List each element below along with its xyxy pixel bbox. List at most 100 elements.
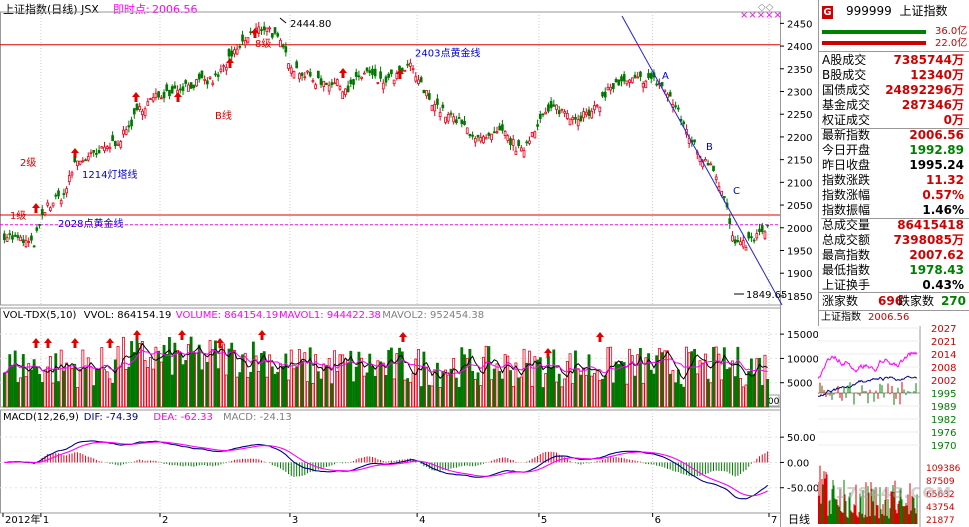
volume-bar: [168, 337, 171, 408]
candle-body: [373, 68, 377, 77]
volume-bar: [222, 343, 226, 408]
volume-bar: [16, 381, 20, 408]
volume-bar: [714, 346, 718, 408]
candle-body: [747, 232, 751, 239]
volume-bar: [159, 361, 163, 408]
candle-body: [16, 235, 20, 238]
volume-bar: [687, 352, 691, 408]
volume-bar: [703, 353, 707, 408]
candle-body: [178, 88, 182, 91]
candle-body: [67, 175, 71, 183]
volume-bar: [138, 343, 142, 408]
volume-bar: [595, 370, 599, 408]
volume-bar: [384, 374, 388, 408]
volume-bar: [295, 366, 299, 408]
volume-bar: [655, 355, 659, 408]
volume-signal-arrows: [32, 330, 604, 358]
volume-bar: [758, 357, 761, 408]
candle-body: [614, 79, 618, 83]
candle-body: [70, 172, 74, 176]
candle-body: [422, 89, 426, 94]
candle-body: [5, 237, 9, 242]
mini-price-label: 1989: [931, 402, 956, 413]
volume-bar: [333, 350, 337, 408]
candle-body: [103, 146, 106, 152]
price-axis-label: 2300: [787, 87, 812, 98]
candle-body: [668, 92, 672, 97]
volume-legend-item: MAVOL1: 944422.38: [279, 310, 381, 321]
volume-bar: [341, 354, 345, 408]
volume-bar: [517, 377, 521, 408]
volume-bar: [325, 364, 328, 408]
candle-body: [38, 223, 41, 226]
volume-bar: [330, 383, 334, 408]
chart-control-icons[interactable]: ◇◇: [758, 2, 774, 13]
volume-bar: [647, 353, 650, 408]
volume-bar: [352, 381, 355, 408]
candle-body: [173, 85, 177, 89]
volume-bar: [265, 376, 269, 408]
volume-bar: [476, 372, 480, 408]
volume-bar: [435, 362, 439, 408]
quote-value: 11.32: [926, 173, 964, 187]
candle-body: [593, 105, 596, 111]
volume-arrow-icon: [44, 338, 52, 348]
macd-axis-label: 0.00: [787, 458, 809, 469]
intraday-mini-chart[interactable]: 2027 2021 2014 2008 2002 1995 1989 1982 1976 1970…: [818, 312, 969, 527]
volume-bar: [676, 369, 680, 408]
volume-bar: [24, 376, 28, 408]
candle-body: [557, 110, 561, 115]
candle-body: [509, 138, 512, 146]
candle-body: [582, 111, 585, 119]
candle-body: [528, 140, 531, 144]
quote-label: 上证换手: [822, 278, 871, 292]
mini-volume-label: 65632: [926, 490, 955, 500]
volume-bar: [685, 346, 688, 408]
mini-chart-title: 上证指数: [821, 312, 861, 323]
candle-body: [197, 73, 201, 80]
volume-bar: [162, 344, 166, 408]
candle-body: [314, 84, 317, 89]
candle-body: [84, 159, 87, 162]
quote-label: 昨日收盘: [822, 158, 871, 172]
quote-label: A股成交: [822, 53, 867, 67]
volume-bar: [633, 375, 637, 408]
sell-bar: [822, 41, 926, 45]
candle-body: [463, 120, 466, 125]
code-badge[interactable]: G: [822, 6, 833, 19]
candle-body: [744, 247, 748, 251]
candle-body: [300, 72, 304, 76]
quote-label: 总成交额: [822, 233, 871, 247]
volume-bar: [606, 347, 610, 408]
chart-annotation: 2444.80: [290, 19, 331, 30]
candle-body: [344, 88, 347, 95]
quote-label: 最新指数: [822, 128, 871, 142]
volume-bar: [81, 349, 85, 408]
volume-bar: [592, 372, 596, 408]
volume-bar: [178, 352, 182, 408]
realtime-label: 即时点:: [113, 3, 150, 16]
candle-body: [281, 45, 285, 48]
candle-body: [392, 79, 396, 85]
macd-legend-item: MACD: -24.13: [223, 412, 292, 423]
candle-body: [633, 74, 637, 78]
candle-body: [414, 76, 418, 82]
candle-body: [536, 124, 539, 127]
volume-bar: [660, 352, 664, 408]
price-axis-label: 1900: [787, 269, 812, 280]
candle-body: [750, 236, 753, 239]
volume-arrow-icon: [32, 338, 40, 348]
candle-body: [574, 116, 577, 120]
sidebar-quote-panel: [818, 0, 969, 527]
volume-bar: [433, 369, 437, 408]
candle-body: [40, 208, 44, 216]
buy-arrow-icon: [174, 92, 182, 102]
x-axis-label: 1: [43, 515, 49, 526]
volume-legend-item: VOLUME: 864154.19: [176, 310, 278, 321]
mini-price-label: 1970: [931, 441, 956, 452]
volume-axis-label: 10000: [787, 354, 819, 365]
candle-body: [224, 67, 228, 71]
volume-bar: [744, 384, 748, 408]
main-chart-area[interactable]: 2012年 1 2 3 4 5 6 7 日线 1850 1900 1950 2000 2050 2100 21…: [0, 0, 820, 527]
stock-code-name: 999999 上证指数: [846, 5, 947, 18]
